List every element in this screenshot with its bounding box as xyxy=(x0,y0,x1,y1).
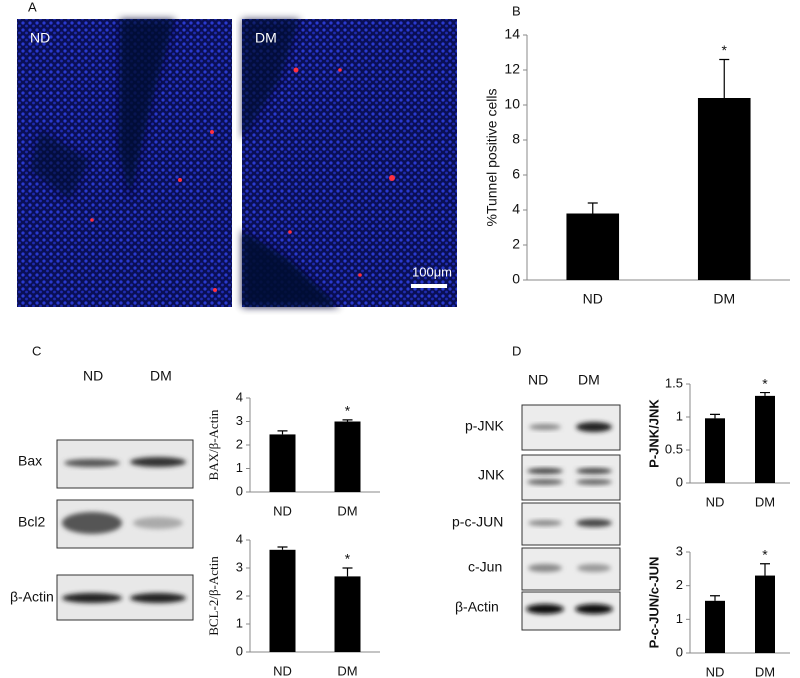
error-bar xyxy=(342,567,353,577)
error-bar xyxy=(342,419,353,422)
y-tick-label: 4 xyxy=(236,531,243,546)
bar xyxy=(705,418,725,483)
error-bar xyxy=(710,595,720,601)
y-tick-label: 14 xyxy=(504,26,520,42)
lane-label: ND xyxy=(528,372,548,388)
panel-label: A xyxy=(28,0,37,14)
bar xyxy=(705,600,725,653)
y-tick-label: 12 xyxy=(504,61,520,77)
error-bar xyxy=(760,563,770,576)
x-tick-label: DM xyxy=(755,664,775,678)
y-tick-label: 2 xyxy=(676,577,683,592)
scale-bar xyxy=(411,284,447,288)
micrograph-dm xyxy=(242,19,457,307)
y-tick-label: 0 xyxy=(676,474,683,489)
y-tick-label: 6 xyxy=(512,166,520,182)
lane-label: DM xyxy=(578,372,600,388)
significance-marker: * xyxy=(722,42,728,58)
y-tick-label: 10 xyxy=(504,96,520,112)
x-tick-label: ND xyxy=(273,503,292,518)
y-tick-label: 0 xyxy=(236,483,243,498)
x-tick-label: DM xyxy=(713,291,735,307)
scale-bar-label: 100μm xyxy=(412,264,452,279)
y-tick-label: 0 xyxy=(512,271,520,287)
error-bar xyxy=(719,58,730,98)
blot-d: ND DM p-JNK JNK p-c-JUN c-Jun β-Actin xyxy=(452,372,621,631)
y-tick-label: 3 xyxy=(236,559,243,574)
bar xyxy=(269,549,296,652)
lane-label: ND xyxy=(83,368,103,384)
panel-label: B xyxy=(512,3,521,18)
y-tick-label: 4 xyxy=(236,389,243,404)
y-tick-label: 4 xyxy=(512,201,520,217)
bar xyxy=(755,395,775,483)
x-tick-label: DM xyxy=(755,494,775,509)
row-label: β-Actin xyxy=(455,599,499,615)
bar xyxy=(697,98,751,280)
panel-label: D xyxy=(512,343,521,358)
error-bar xyxy=(710,413,720,419)
y-axis-label: P-c-JUN/c-JUN xyxy=(646,557,661,649)
micrograph-nd xyxy=(17,19,232,307)
error-bar xyxy=(760,391,770,396)
error-bar xyxy=(587,202,598,214)
y-axis-label: %Tunnel positive cells xyxy=(484,89,500,227)
x-tick-label: DM xyxy=(337,663,357,678)
x-tick-label: ND xyxy=(583,291,603,307)
y-tick-label: 2 xyxy=(512,236,520,252)
y-tick-label: 3 xyxy=(236,413,243,428)
row-label: JNK xyxy=(478,467,505,483)
y-tick-label: 2 xyxy=(236,587,243,602)
y-tick-label: 0.5 xyxy=(665,441,683,456)
x-tick-label: ND xyxy=(706,494,725,509)
significance-marker: * xyxy=(762,546,768,562)
y-tick-label: 8 xyxy=(512,131,520,147)
error-bar xyxy=(277,546,288,550)
significance-marker: * xyxy=(345,551,351,567)
y-tick-label: 1 xyxy=(676,408,683,423)
y-axis-label: BAX/β-Actin xyxy=(206,409,221,480)
bar xyxy=(269,434,296,492)
significance-marker: * xyxy=(345,403,351,419)
x-tick-label: ND xyxy=(706,664,725,678)
x-tick-label: DM xyxy=(337,503,357,518)
row-label: p-JNK xyxy=(465,418,505,434)
panel-label: C xyxy=(32,343,41,358)
micrograph-label: ND xyxy=(30,30,50,46)
bar xyxy=(755,575,775,653)
bar xyxy=(566,213,620,280)
y-tick-label: 0 xyxy=(676,644,683,659)
y-axis-label: P-JNK/JNK xyxy=(646,399,661,468)
row-label: c-Jun xyxy=(468,559,502,575)
bar xyxy=(334,576,361,652)
micrograph-label: DM xyxy=(255,30,277,46)
bar xyxy=(334,421,361,492)
row-label: Bcl2 xyxy=(18,514,45,530)
error-bar xyxy=(277,430,288,435)
row-label: β-Actin xyxy=(10,589,54,605)
y-tick-label: 1.5 xyxy=(665,375,683,390)
y-axis-label: BCL-2/β-Actin xyxy=(206,556,221,636)
significance-marker: * xyxy=(762,375,768,391)
blot-c: ND DM Bax Bcl2 β-Actin xyxy=(10,368,194,621)
row-label: Bax xyxy=(18,453,42,469)
y-tick-label: 1 xyxy=(236,460,243,475)
y-tick-label: 2 xyxy=(236,436,243,451)
x-tick-label: ND xyxy=(273,663,292,678)
y-tick-label: 1 xyxy=(236,615,243,630)
lane-label: DM xyxy=(150,368,172,384)
y-tick-label: 0 xyxy=(236,643,243,658)
y-tick-label: 3 xyxy=(676,543,683,558)
y-tick-label: 1 xyxy=(676,611,683,626)
row-label: p-c-JUN xyxy=(452,514,503,530)
